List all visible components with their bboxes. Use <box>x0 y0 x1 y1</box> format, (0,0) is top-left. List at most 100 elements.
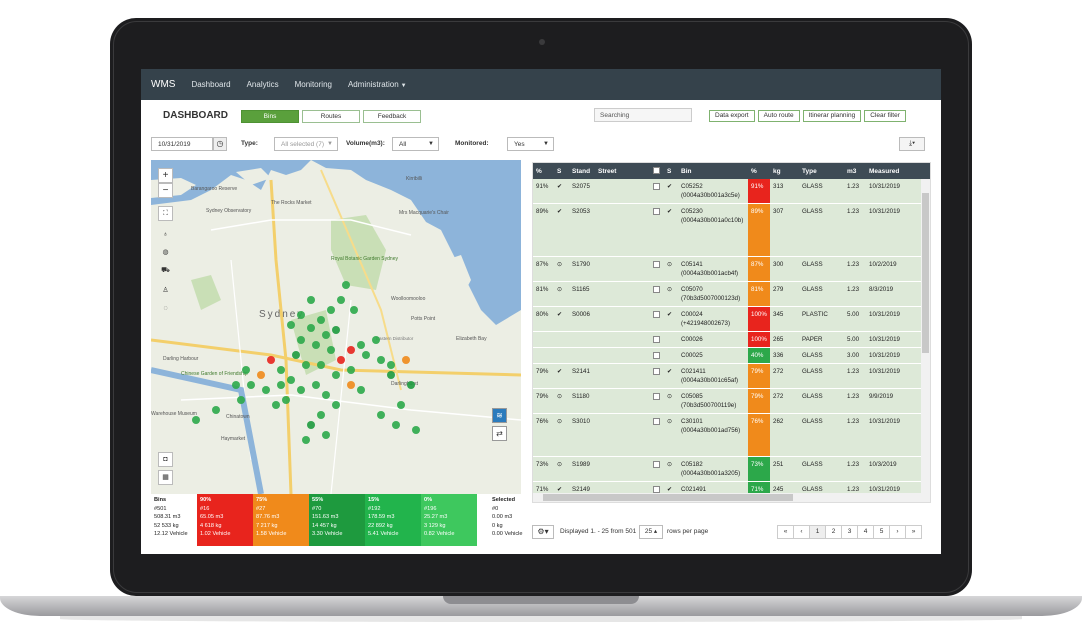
bin-marker[interactable] <box>262 386 270 394</box>
row-checkbox[interactable] <box>653 311 660 318</box>
bin-marker[interactable] <box>337 296 345 304</box>
bin-marker[interactable] <box>307 296 315 304</box>
auto-route-button[interactable]: Auto route <box>757 110 800 122</box>
row-checkbox[interactable] <box>653 336 660 343</box>
table-row[interactable]: 87% ⊙ S1790 ⊙ C05141 (0004a30b001acb4f) 87% 300… <box>533 257 930 282</box>
page-button[interactable]: 3 <box>841 525 858 539</box>
bin-marker[interactable] <box>302 436 310 444</box>
bin-marker[interactable] <box>267 356 275 364</box>
grid-icon[interactable]: ▦ <box>158 470 173 485</box>
row-checkbox[interactable] <box>653 368 660 375</box>
tab-feedback[interactable]: Feedback <box>363 110 421 123</box>
bin-marker[interactable] <box>377 411 385 419</box>
bin-marker[interactable] <box>322 391 330 399</box>
bin-marker[interactable] <box>297 311 305 319</box>
table-row[interactable]: C00025 40% 336 GLASS 3.00 10/31/2019 <box>533 348 930 364</box>
zoom-out-button[interactable]: − <box>158 183 173 198</box>
bin-marker[interactable] <box>317 411 325 419</box>
column-header[interactable]: % <box>751 167 757 175</box>
download-icon[interactable]: ⤓▾ <box>899 137 925 151</box>
bin-marker[interactable] <box>337 356 345 364</box>
page-button[interactable]: « <box>777 525 794 539</box>
column-header[interactable] <box>650 166 664 176</box>
bin-marker[interactable] <box>342 281 350 289</box>
column-header[interactable]: Stand <box>572 167 591 175</box>
bin-marker[interactable] <box>377 356 385 364</box>
type-select[interactable]: All selected (7) ▼ <box>274 137 338 151</box>
page-button[interactable]: » <box>905 525 922 539</box>
row-checkbox[interactable] <box>653 261 660 268</box>
column-header[interactable]: Measured <box>869 167 900 175</box>
page-button[interactable]: 5 <box>873 525 890 539</box>
bin-marker[interactable] <box>192 416 200 424</box>
scrollbar-thumb[interactable] <box>922 193 929 353</box>
brand-logo[interactable]: WMS <box>151 79 176 90</box>
row-checkbox[interactable] <box>653 183 660 190</box>
camera-icon[interactable]: ◘ <box>158 452 173 467</box>
table-row[interactable]: 80% ✔ S0006 ✔ C00024 (+421948002673) 100% 345 PL… <box>533 307 930 332</box>
truck-icon[interactable]: ⛟ <box>161 267 170 274</box>
comment-icon[interactable]: ◌ <box>163 305 168 312</box>
column-header[interactable]: Bin <box>681 167 692 175</box>
bin-marker[interactable] <box>257 371 265 379</box>
map-view[interactable]: Barangaroo Reserve Sydney Observatory Th… <box>151 160 521 494</box>
bin-marker[interactable] <box>412 426 420 434</box>
bin-marker[interactable] <box>327 306 335 314</box>
select-all-checkbox[interactable] <box>653 167 660 174</box>
bin-marker[interactable] <box>387 361 395 369</box>
bin-marker[interactable] <box>347 381 355 389</box>
horizontal-scrollbar[interactable] <box>533 493 921 502</box>
bin-marker[interactable] <box>350 306 358 314</box>
bin-marker[interactable] <box>212 406 220 414</box>
search-input[interactable]: Searching <box>594 108 692 122</box>
vertical-scrollbar[interactable] <box>921 179 930 502</box>
row-checkbox[interactable] <box>653 352 660 359</box>
table-row[interactable]: 91% ✔ S2075 ✔ C05252 (0004a30b001a3c5e) 91% 313… <box>533 179 930 204</box>
bin-marker[interactable] <box>387 371 395 379</box>
bin-marker[interactable] <box>372 336 380 344</box>
bin-marker[interactable] <box>272 401 280 409</box>
bin-marker[interactable] <box>357 341 365 349</box>
bin-marker[interactable] <box>397 401 405 409</box>
page-size-select[interactable]: 25 ▴ <box>639 525 663 539</box>
route-icon[interactable]: ⇄ <box>492 426 507 441</box>
bin-marker[interactable] <box>357 386 365 394</box>
bin-marker[interactable] <box>317 316 325 324</box>
gear-icon[interactable]: ⚙▾ <box>532 525 554 539</box>
calendar-icon[interactable]: ◷ <box>213 137 227 151</box>
bin-marker[interactable] <box>347 366 355 374</box>
table-row[interactable]: 81% ⊙ S1165 ⊙ C05070 (70b3d5007000123d) 81% 279… <box>533 282 930 307</box>
table-row[interactable]: 73% ⊙ S1989 ⊙ C05182 (0004a30b001a3205) 73% 251… <box>533 457 930 482</box>
bin-marker[interactable] <box>407 381 415 389</box>
person-icon[interactable]: ♙ <box>162 287 169 294</box>
column-header[interactable]: m3 <box>847 167 857 175</box>
bin-marker[interactable] <box>307 421 315 429</box>
bin-marker[interactable] <box>327 346 335 354</box>
layers-icon[interactable]: ≋ <box>492 408 507 423</box>
bin-icon[interactable]: ♁ <box>162 231 169 238</box>
itinerar-planning-button[interactable]: Itinerar planning <box>802 110 862 122</box>
bin-marker[interactable] <box>287 376 295 384</box>
page-button[interactable]: › <box>889 525 906 539</box>
bin-marker[interactable] <box>392 421 400 429</box>
table-row[interactable]: 79% ⊙ S1180 ⊙ C05085 (70b3d500700119e) 79% 272 G… <box>533 389 930 414</box>
bin-marker[interactable] <box>247 381 255 389</box>
column-header[interactable]: % <box>536 167 542 175</box>
bin-marker[interactable] <box>297 336 305 344</box>
bin-marker[interactable] <box>232 381 240 389</box>
column-header[interactable]: Type <box>802 167 817 175</box>
nav-dashboard[interactable]: Dashboard <box>191 80 231 89</box>
column-header[interactable]: kg <box>773 167 781 175</box>
bin-marker[interactable] <box>402 356 410 364</box>
volume-select[interactable]: All ▼ <box>392 137 439 151</box>
bin-marker[interactable] <box>362 351 370 359</box>
row-checkbox[interactable] <box>653 418 660 425</box>
bin-marker[interactable] <box>347 346 355 354</box>
monitored-select[interactable]: Yes ▼ <box>507 137 554 151</box>
bin-marker[interactable] <box>302 361 310 369</box>
row-checkbox[interactable] <box>653 461 660 468</box>
bin-marker[interactable] <box>237 396 245 404</box>
bin-marker[interactable] <box>297 386 305 394</box>
column-header[interactable]: S <box>667 167 672 175</box>
date-input[interactable]: 10/31/2019 <box>151 137 213 151</box>
